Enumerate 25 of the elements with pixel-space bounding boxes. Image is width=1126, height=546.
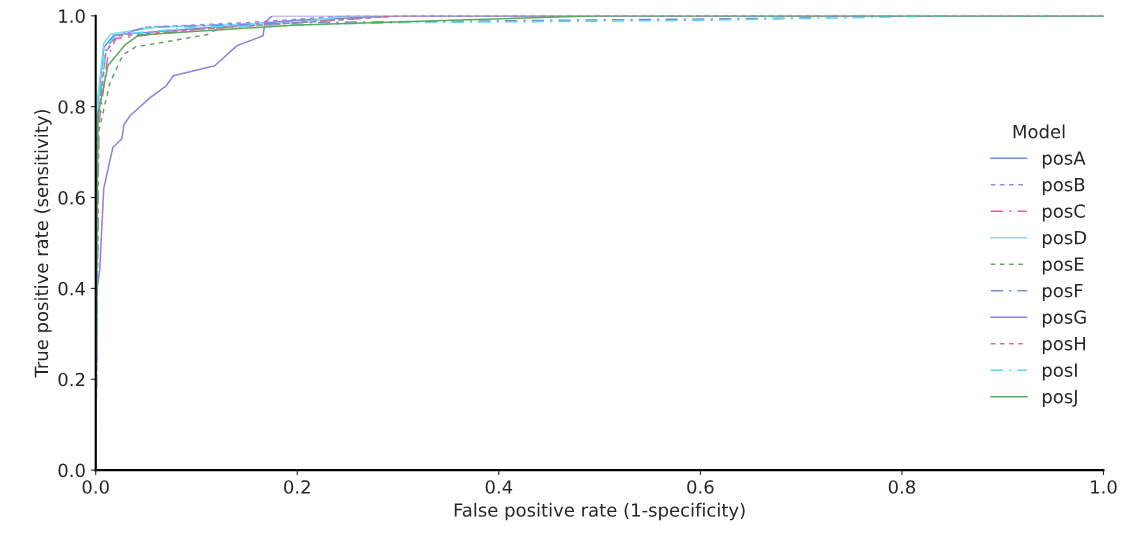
y-tick-label: 0.0 — [58, 463, 85, 478]
legend-label: posH — [1042, 337, 1086, 354]
x-tick-label: 0.8 — [888, 480, 916, 494]
legend-label: posG — [1042, 310, 1086, 328]
legend-label: posE — [1042, 257, 1084, 275]
x-tick-label: 1.0 — [1091, 480, 1117, 494]
legend-label: posA — [1042, 151, 1086, 169]
y-tick-label: 1.0 — [59, 9, 85, 23]
y-tick-label: 0.8 — [58, 100, 85, 114]
legend-title: Model — [1013, 124, 1065, 139]
legend-label: posB — [1042, 178, 1085, 195]
y-tick-label: 0.4 — [58, 281, 85, 296]
legend-label: posF — [1042, 284, 1083, 301]
legend-label: posC — [1042, 204, 1085, 222]
y-tick-label: 0.6 — [58, 191, 85, 205]
x-axis-title: False positive rate (1-specificity) — [454, 502, 745, 521]
x-tick-label: 0.4 — [485, 480, 513, 494]
legend-label: posJ — [1042, 390, 1077, 407]
legend-label: posI — [1042, 363, 1077, 381]
legend-label: posD — [1042, 231, 1087, 248]
x-tick-label: 0.0 — [82, 480, 109, 494]
y-tick-label: 0.2 — [58, 372, 85, 387]
x-tick-label: 0.2 — [284, 480, 310, 494]
x-tick-label: 0.6 — [687, 480, 714, 494]
y-axis-title: True positive rate (sensitivity) — [34, 109, 52, 378]
